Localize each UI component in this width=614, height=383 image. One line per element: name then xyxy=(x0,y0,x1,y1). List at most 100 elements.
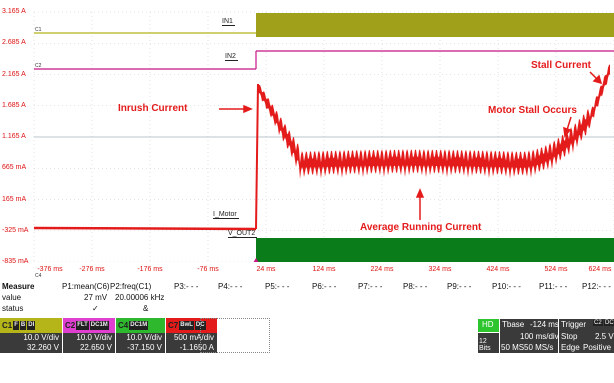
arrow-inrush-head xyxy=(243,104,253,114)
p2-status: & xyxy=(143,304,149,313)
x-axis-label: -176 ms xyxy=(137,266,163,273)
descriptor-c7-values[interactable]: 500 mA/div -1.1650 A xyxy=(166,333,217,353)
descriptor-flag: FLT xyxy=(76,321,89,331)
timebase-box[interactable]: Tbase -124 ms 100 ms/div 50 MS 50 MS/s xyxy=(500,319,559,353)
descriptor-c4-header[interactable]: C4 DC1M xyxy=(116,318,165,333)
trace-tag-vout2: V_OUT2 xyxy=(228,230,258,238)
descriptor-scale: 10.0 V/div xyxy=(76,333,112,342)
descriptor-channel-label: C7 xyxy=(168,321,179,330)
y-axis-label: 3.165 A xyxy=(2,8,26,15)
trace-tag-imotor: I_Motor xyxy=(213,211,239,219)
y-axis-label: 2.165 A xyxy=(2,70,26,78)
descriptor-c2-header[interactable]: C2 FLT DC1M xyxy=(63,318,115,333)
descriptor-offset: 22.650 V xyxy=(79,343,112,352)
measure-param-p1[interactable]: P1:mean(C6) xyxy=(62,282,110,291)
measure-param-p10[interactable]: P10:- - - xyxy=(492,282,521,291)
trigger-slope: Positive xyxy=(583,343,612,352)
trigger-mode: Stop xyxy=(561,332,578,341)
descriptor-offset: -1.1650 A xyxy=(179,343,214,352)
x-axis-label: 224 ms xyxy=(370,266,394,273)
annotation-average: Average Running Current xyxy=(360,222,482,233)
tbase-value: -124 ms xyxy=(530,320,559,329)
descriptor-channel-label: C4 xyxy=(118,321,129,330)
measure-param-p2[interactable]: P2:freq(C1) xyxy=(110,282,152,291)
arrow-stall-current xyxy=(589,71,598,80)
p1-value: 27 mV xyxy=(84,293,108,302)
x-axis-label: 624 ms xyxy=(588,266,612,273)
descriptor-flag: DC1M xyxy=(89,321,109,331)
measure-param-p3[interactable]: P3:- - - xyxy=(174,282,199,291)
measure-title[interactable]: Measure xyxy=(2,282,35,291)
measure-param-p12[interactable]: P12:- - - xyxy=(582,282,611,291)
y-axis-label: -835 mA xyxy=(2,258,29,265)
channel-marker-c4: C4 xyxy=(35,273,42,279)
trace-motor-idle xyxy=(33,226,257,231)
channel-marker-c2: C2 xyxy=(35,63,42,69)
value-row-label: value xyxy=(2,293,22,302)
x-axis-label: -376 ms xyxy=(37,266,63,273)
descriptor-offset: 32.260 V xyxy=(26,343,59,352)
descriptor-flag: F xyxy=(13,321,19,331)
empty-descriptor-slot[interactable] xyxy=(200,318,270,353)
x-axis-label: 424 ms xyxy=(486,266,510,273)
trace-tag-in2: IN2 xyxy=(225,53,238,61)
hd-badge: HD xyxy=(478,319,499,332)
annotation-arrows xyxy=(219,71,603,220)
trace-motor-inrush-edge xyxy=(255,83,259,230)
descriptor-flag: DI xyxy=(27,321,36,331)
trigger-position-marker[interactable] xyxy=(253,258,259,263)
descriptor-scale: 10.0 V/div xyxy=(126,333,162,342)
measure-param-p5[interactable]: P5:- - - xyxy=(265,282,290,291)
measure-param-p8[interactable]: P8:- - - xyxy=(403,282,428,291)
trigger-coupling: DC xyxy=(604,320,614,326)
trace-tag-in1: IN1 xyxy=(222,18,235,26)
tbase-label: Tbase xyxy=(502,320,525,329)
p1-status: ✓ xyxy=(92,304,99,313)
descriptor-flag: DC1M xyxy=(129,321,149,331)
hd-label: HD xyxy=(482,320,494,329)
x-axis-label: 124 ms xyxy=(312,266,336,273)
time-per-div: 100 ms/div xyxy=(520,332,559,341)
annotation-inrush: Inrush Current xyxy=(118,103,188,114)
trace-c4-pwm xyxy=(256,238,614,280)
sample-count: 50 MS xyxy=(501,343,525,352)
bits-label: 12 Bits xyxy=(479,338,491,352)
sample-rate: 50 MS/s xyxy=(524,343,554,352)
measure-param-p11[interactable]: P11:- - - xyxy=(539,282,568,291)
descriptor-flag: B xyxy=(19,321,27,331)
descriptor-flag: BwL xyxy=(179,321,194,331)
measure-param-p4[interactable]: P4:- - - xyxy=(218,282,243,291)
descriptor-c2-values[interactable]: 10.0 V/div 22.650 V xyxy=(63,333,115,353)
y-axis-label: 665 mA xyxy=(2,164,27,172)
descriptor-channel-label: C1 xyxy=(2,321,13,330)
arrow-motor-stall-head xyxy=(563,126,572,138)
arrow-average-head xyxy=(415,188,425,198)
trigger-source: C2 xyxy=(593,320,603,326)
y-axis-label: 165 mA xyxy=(2,195,27,203)
descriptor-scale: 10.0 V/div xyxy=(23,333,59,342)
descriptor-scale: 500 mA/div xyxy=(173,333,214,342)
measure-param-p7[interactable]: P7:- - - xyxy=(358,282,383,291)
descriptor-c4-values[interactable]: 10.0 V/div -37.150 V xyxy=(116,333,165,353)
x-axis-label: 324 ms xyxy=(428,266,452,273)
x-axis-label: 24 ms xyxy=(256,266,276,273)
descriptor-c1-header[interactable]: C1 F B DI xyxy=(0,318,62,333)
measure-param-p9[interactable]: P9:- - - xyxy=(447,282,472,291)
trigger-label: Trigger xyxy=(561,320,587,329)
channel-marker-c1: C1 xyxy=(35,27,42,33)
p2-value: 20.00006 kHz xyxy=(115,293,165,302)
descriptor-channel-label: C2 xyxy=(65,321,76,330)
annotation-motor-stall: Motor Stall Occurs xyxy=(488,105,577,116)
x-axis-label: 524 ms xyxy=(544,266,568,273)
status-row-label: status xyxy=(2,304,24,313)
bits-box[interactable]: 12 Bits xyxy=(478,333,499,353)
y-axis-label: 2.685 A xyxy=(2,39,26,47)
trigger-box[interactable]: Trigger C2 DC Stop 2.5 V Edge Positive xyxy=(559,319,614,353)
measure-param-p6[interactable]: P6:- - - xyxy=(312,282,337,291)
scope-display: 3.165 A 2.685 A 2.165 A 1.685 A 1.165 A 665 m… xyxy=(2,8,614,280)
descriptor-c1-values[interactable]: 10.0 V/div 32.260 V xyxy=(0,333,62,353)
x-axis-label: -76 ms xyxy=(197,266,219,273)
y-axis-label: 1.685 A xyxy=(2,101,26,109)
y-axis-label: -325 mA xyxy=(2,226,29,234)
waveform-grid xyxy=(33,11,614,280)
